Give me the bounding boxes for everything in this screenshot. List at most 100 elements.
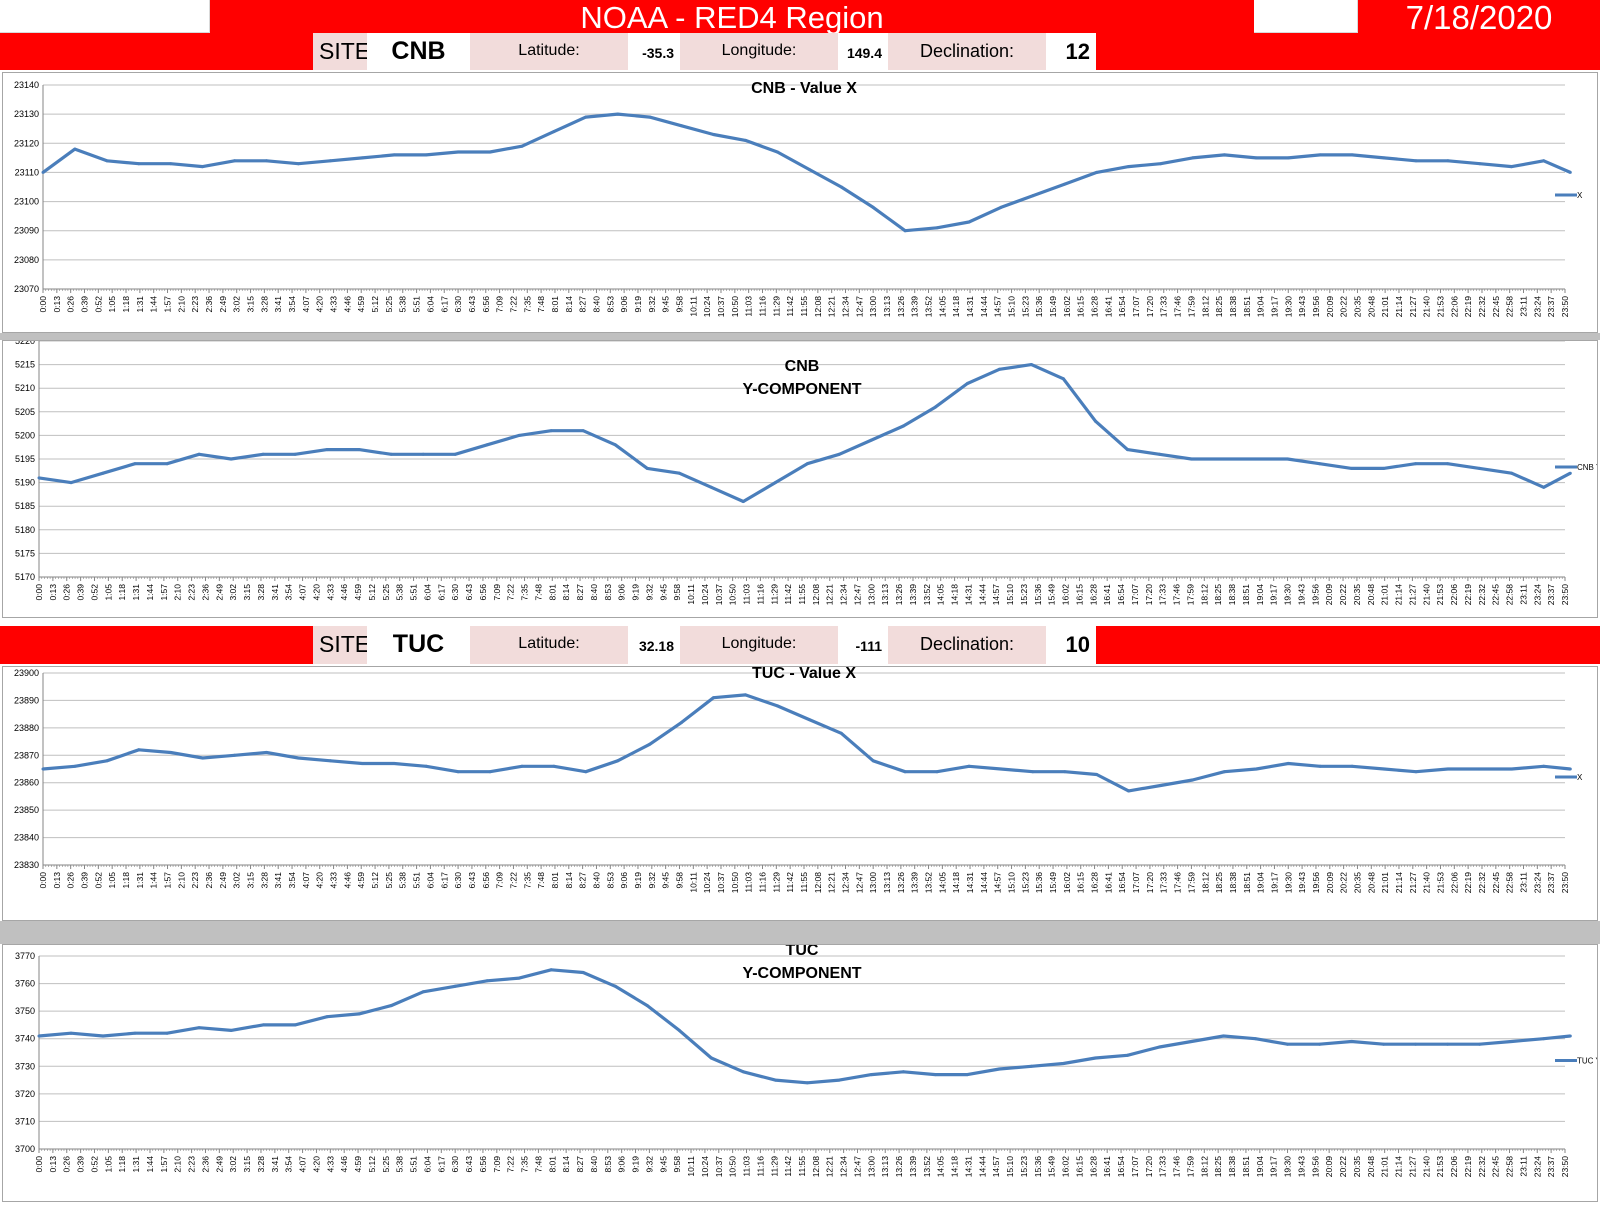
x-tick-label: 6:17 [436,1156,446,1173]
data-point [1542,764,1546,768]
x-tick-label: 9:06 [617,1156,627,1173]
x-tick-label: 7:22 [506,1156,516,1173]
x-tick-label: 11:03 [744,296,754,317]
data-point [773,481,777,485]
x-tick-label: 8:14 [561,1156,571,1173]
x-tick-label: 9:45 [658,1156,668,1173]
x-tick-label: 9:45 [658,584,668,601]
x-tick-label: 7:35 [520,584,530,601]
x-tick-label: 1:57 [163,296,173,313]
x-tick-label: 4:07 [301,296,311,313]
x-tick-label: 14:44 [979,872,989,894]
data-point [389,1004,393,1008]
x-tick-label: 13:52 [922,584,932,606]
x-tick-label: 9:19 [631,1156,641,1173]
x-tick-label: 9:19 [631,584,641,601]
x-tick-label: 0:13 [48,584,58,601]
x-tick-label: 13:52 [924,872,934,894]
data-point [1542,1037,1546,1041]
x-tick-label: 3:15 [246,296,256,313]
data-point [233,753,237,757]
data-point [839,731,843,735]
x-tick-label: 9:58 [674,296,684,313]
data-point [967,764,971,768]
x-tick-label: 3:02 [232,296,242,313]
x-tick-label: 4:59 [356,872,366,889]
data-point [165,462,169,466]
x-tick-label: 1:18 [117,1156,127,1173]
data-point [1029,1064,1033,1068]
data-point [296,756,300,760]
data-point [807,718,811,722]
y-tick-label: 3760 [15,979,35,989]
legend-label: X [1577,191,1583,200]
x-tick-label: 12:21 [825,1156,835,1178]
x-tick-label: 0:13 [52,872,62,889]
data-point [775,704,779,708]
x-tick-label: 0:26 [66,872,76,889]
x-tick-label: 6:30 [453,872,463,889]
x-tick-label: 14:31 [963,584,973,606]
data-point [680,720,684,724]
x-tick-label: 22:58 [1505,296,1515,318]
chart-title: CNB [785,358,820,375]
x-tick-label: 2:49 [214,584,224,601]
x-tick-label: 11:29 [769,584,779,605]
x-tick-label: 20:22 [1338,584,1348,606]
x-tick-label: 20:09 [1325,872,1335,894]
y-tick-label: 23850 [14,805,39,815]
y-tick-label: 5215 [15,360,35,370]
x-tick-label: 13:13 [882,296,892,318]
x-tick-label: 12:21 [825,584,835,606]
x-tick-label: 14:05 [936,584,946,606]
x-tick-label: 6:04 [422,1156,432,1173]
x-tick-label: 13:39 [908,1156,918,1178]
x-tick-label: 7:22 [506,584,516,601]
data-point [1350,764,1354,768]
data-point [201,165,205,169]
x-tick-label: 11:16 [755,584,765,605]
x-tick-label: 15:36 [1033,584,1043,606]
data-point [357,1012,361,1016]
data-point [581,429,585,433]
x-tick-label: 17:46 [1172,1156,1182,1178]
declination-value: 12 [1046,33,1096,70]
x-tick-label: 8:40 [591,296,601,313]
data-point [1158,452,1161,456]
data-point [69,1031,73,1035]
x-tick-label: 11:03 [742,584,752,605]
data-point [392,153,396,157]
x-tick-label: 13:00 [868,872,878,894]
x-tick-label: 6:30 [453,296,463,313]
data-point [360,156,364,160]
x-tick-label: 4:07 [298,584,308,601]
x-tick-label: 12:47 [852,584,862,606]
data-point [869,1073,873,1077]
x-tick-label: 7:48 [533,584,543,601]
x-tick-label: 22:45 [1491,296,1501,318]
x-tick-label: 22:45 [1491,584,1501,606]
x-tick-label: 16:54 [1117,872,1127,894]
x-tick-label: 4:20 [311,1156,321,1173]
x-tick-label: 15:36 [1033,1156,1043,1178]
data-point [581,971,585,974]
data-point [680,124,684,128]
x-tick-label: 17:59 [1185,584,1195,606]
x-tick-label: 21:27 [1408,872,1418,894]
x-tick-label: 17:59 [1185,1156,1195,1178]
y-tick-label: 3770 [15,951,35,961]
x-tick-label: 7:35 [522,872,532,889]
data-point [935,770,939,774]
data-point [1414,462,1418,466]
x-tick-label: 13:26 [894,1156,904,1178]
x-tick-label: 5:12 [370,872,380,889]
data-point [584,770,588,774]
y-tick-label: 3700 [15,1144,35,1154]
legend-label: CNB Y [1577,463,1597,472]
x-tick-label: 23:37 [1546,872,1556,894]
x-tick-label: 8:27 [575,1156,585,1173]
x-tick-label: 5:12 [367,1156,377,1173]
declination-value-tuc: 10 [1046,626,1096,664]
x-tick-label: 13:13 [880,584,890,606]
data-point [1414,1042,1418,1046]
